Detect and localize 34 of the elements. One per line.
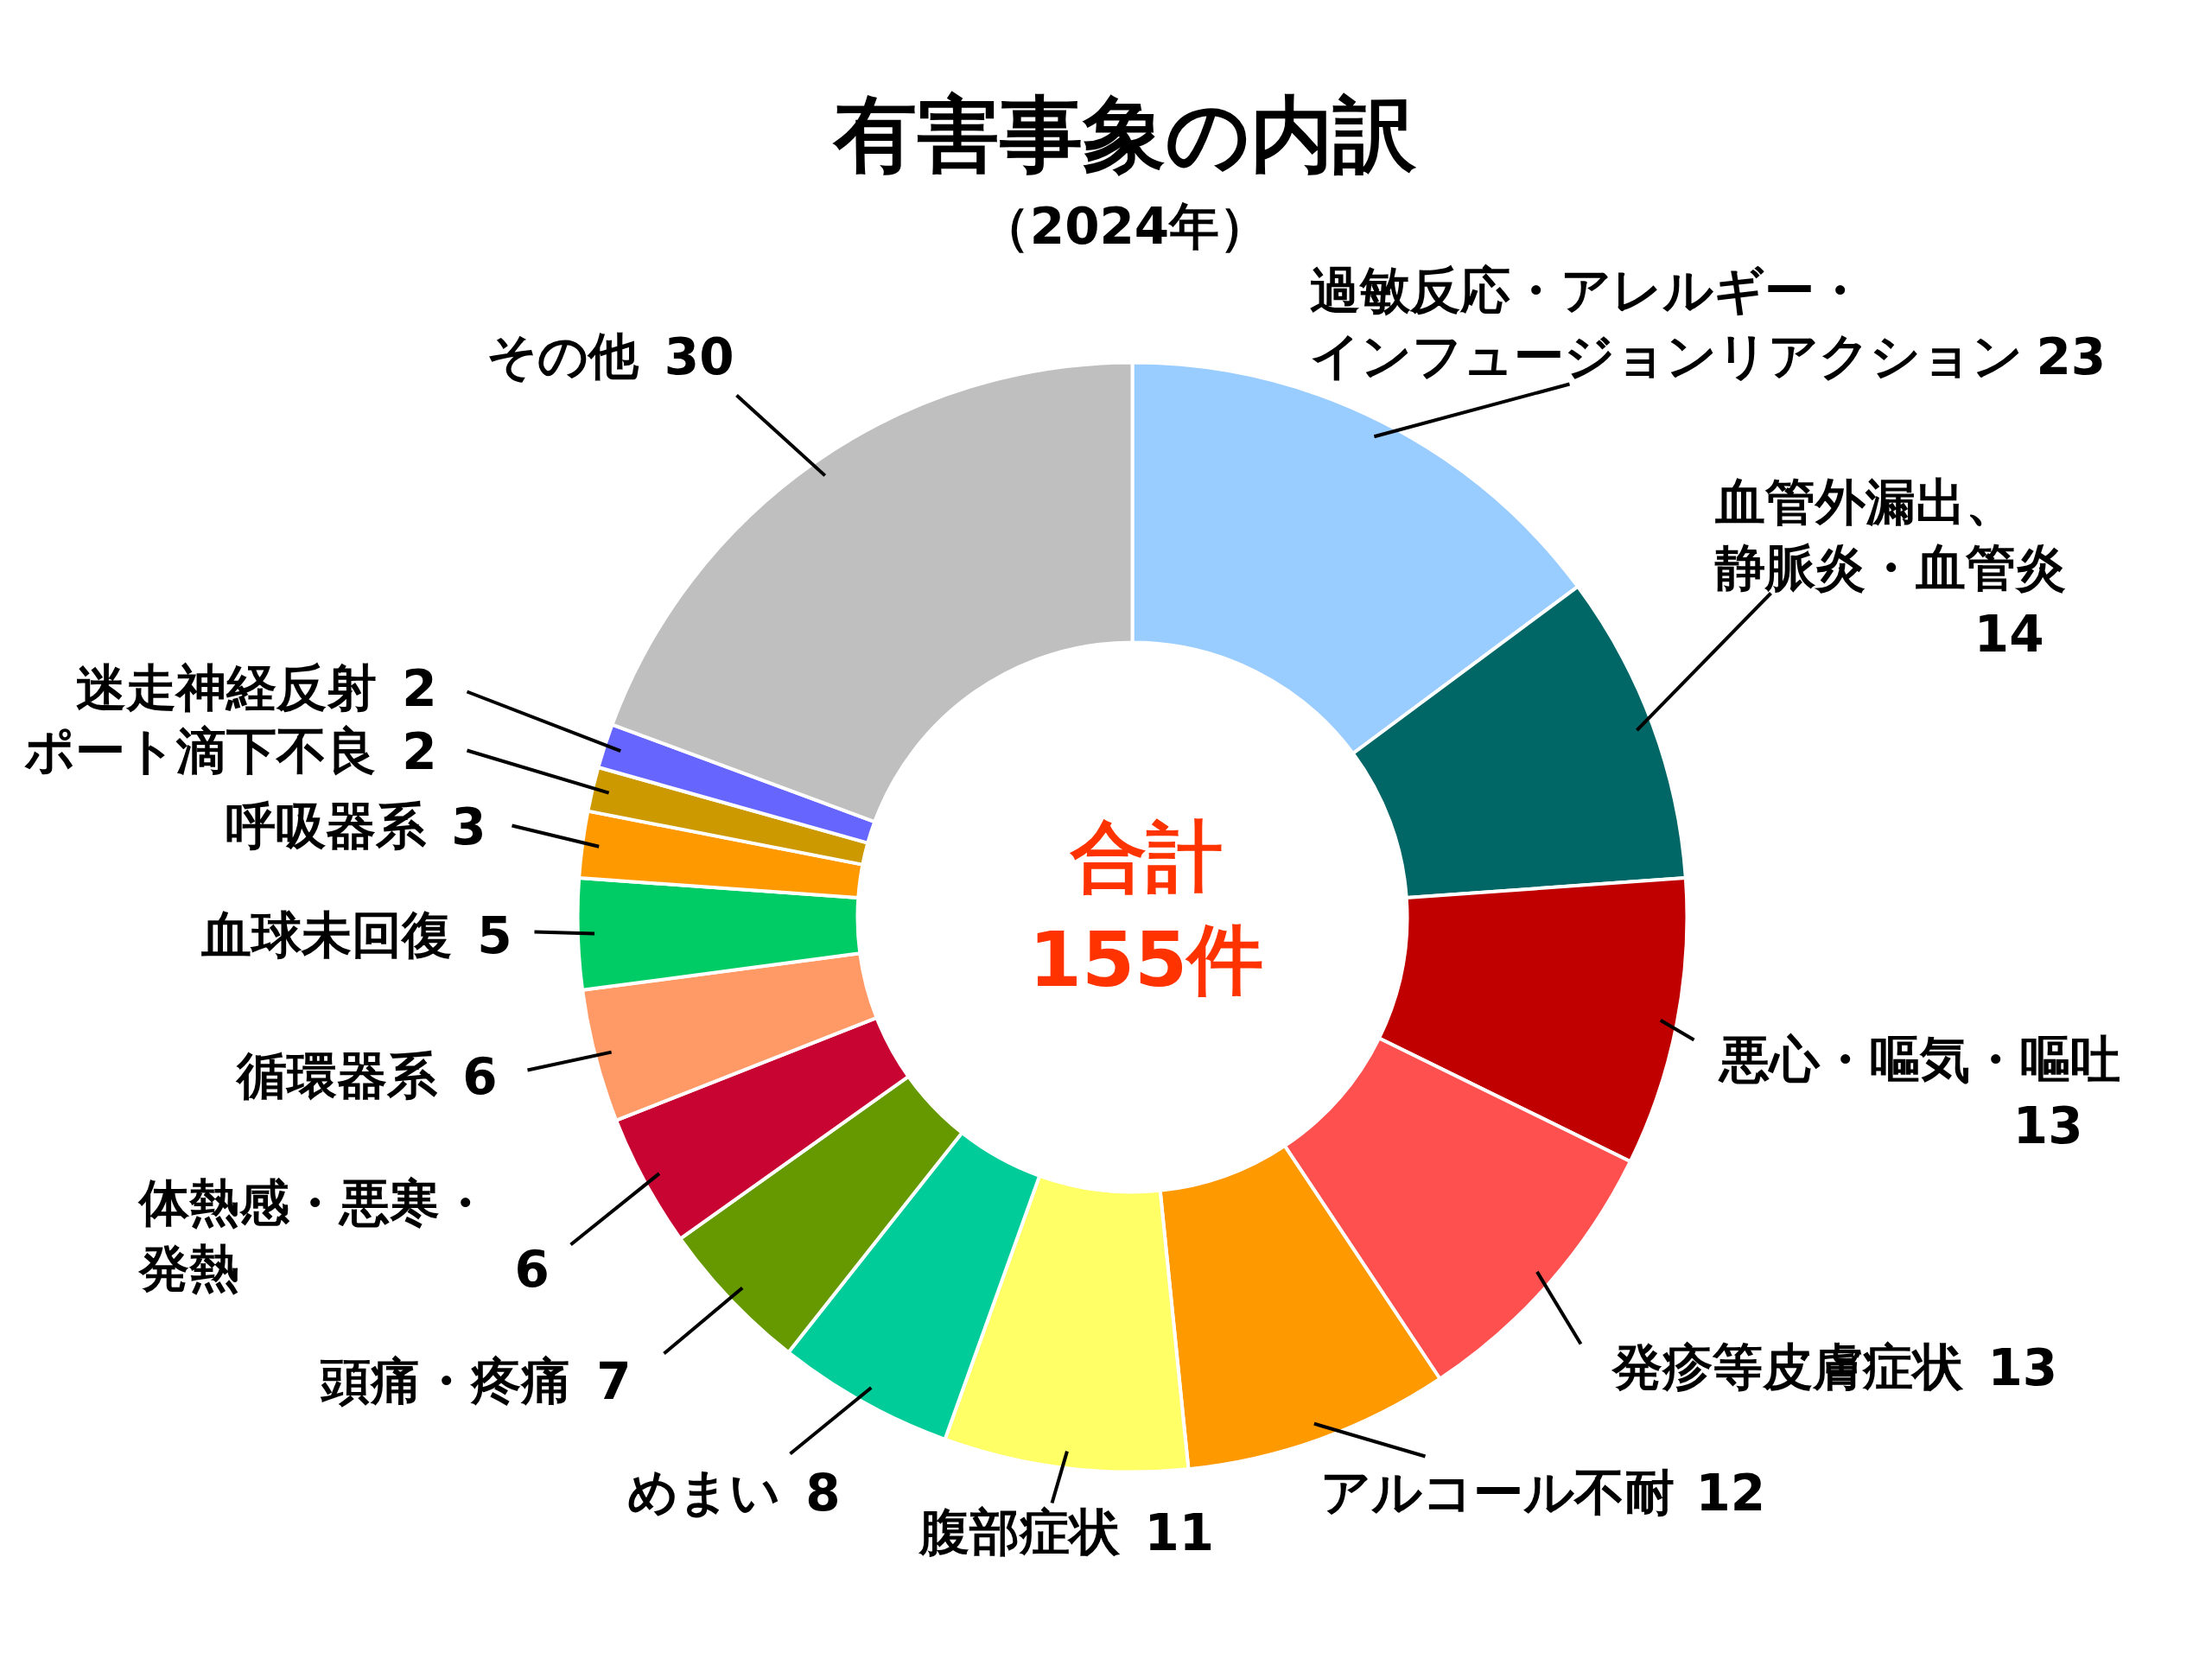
chart-subtitle: （2024年） [979,196,1270,256]
data-label: 30 [664,327,734,386]
slice-label: 頭痛・疼痛 [319,1351,571,1410]
slice-label: 発疹等皮膚症状 [1610,1337,1964,1396]
data-label: 5 [477,906,512,965]
slice-label: めまい [626,1462,780,1522]
chart-title: 有害事象の内訳 [831,86,1417,183]
slice-label: 悪心・嘔気・嘔吐 [1717,1029,2120,1089]
data-label: 2 [402,722,437,781]
slice-label: 血管外漏出、静脈炎・血管炎 [1713,472,2066,597]
data-label: 23 [2036,327,2107,386]
data-label: 7 [596,1352,632,1411]
slice-label: 血球未回復 [200,905,452,964]
slice-label: 腹部症状 [917,1502,1121,1561]
data-label: 2 [402,659,437,718]
slice-label: ポート滴下不良 [23,721,377,780]
data-label: 13 [1987,1338,2058,1397]
slice-label: アルコール不耐 [1319,1462,1675,1522]
data-label: 3 [451,798,486,856]
data-label: 11 [1144,1503,1215,1562]
slice-label: 迷走神経反射 [75,658,377,717]
data-label: 6 [514,1240,550,1299]
data-label: 8 [805,1464,841,1522]
data-label: 13 [2012,1096,2083,1155]
slice-label: 過敏反応・アレルギー・インフュージョンリアクション [1309,260,2023,385]
slice-label: 呼吸器系 [225,796,427,855]
slice-label: その他 [486,326,640,385]
text: 合計 [1068,812,1223,901]
text: 155件 [1028,915,1264,1004]
slice-label: 循環器系 [234,1046,438,1105]
data-label: 14 [1974,605,2044,664]
data-label: 6 [462,1047,498,1106]
slice-label: 体熱感・悪寒・発熱 [137,1173,490,1298]
data-label: 12 [1695,1464,1766,1522]
